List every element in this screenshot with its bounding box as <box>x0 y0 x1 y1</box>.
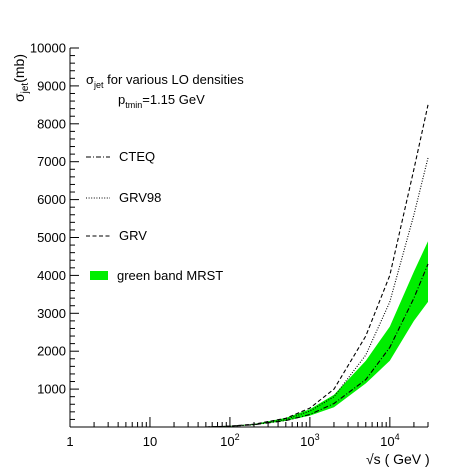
annotation-line-2: ptmin=1.15 GeV <box>118 92 205 110</box>
y-tick-label: 2000 <box>37 344 66 359</box>
annotation-line-1: σjet for various LO densities <box>86 72 244 90</box>
axes-layer: 1000 2000 3000 4000 5000 6000 7000 8000 9000 1000… <box>30 41 429 449</box>
legend-layer: CTEQ GRV98 GRV green band MRST <box>86 149 223 283</box>
x-axis-title: √s ( GeV ) <box>366 451 430 467</box>
y-tick-label: 9000 <box>37 78 66 93</box>
x-tick-label: 104 <box>380 432 399 449</box>
x-tick-label: 102 <box>220 432 239 449</box>
legend-label-grv: GRV <box>119 228 147 243</box>
y-tick-label: 4000 <box>37 268 66 283</box>
y-tick-label: 7000 <box>37 154 66 169</box>
x-tick-label: 1 <box>66 434 73 449</box>
y-tick-label: 3000 <box>37 306 66 321</box>
y-tick-label: 6000 <box>37 192 66 207</box>
series-grv98-line <box>205 157 429 428</box>
mrst-band <box>205 241 428 427</box>
band-layer <box>205 241 428 427</box>
legend-label-mrst: green band MRST <box>117 268 223 283</box>
y-tick-label: 1000 <box>37 382 66 397</box>
series-grv-line <box>205 104 429 428</box>
legend-label-grv98: GRV98 <box>119 190 161 205</box>
y-tick-label: 10000 <box>30 41 66 56</box>
y-axis-title: σjet(mb) <box>11 54 31 102</box>
legend-label-cteq: CTEQ <box>119 149 155 164</box>
x-tick-label: 103 <box>300 432 319 449</box>
text-layer: σjet(mb) √s ( GeV ) σjet for various LO de… <box>11 54 430 467</box>
legend-swatch-mrst <box>90 271 108 280</box>
x-tick-label: 10 <box>143 434 157 449</box>
y-tick-label: 5000 <box>37 230 66 245</box>
y-tick-label: 8000 <box>37 116 66 131</box>
series-layer <box>205 104 429 428</box>
